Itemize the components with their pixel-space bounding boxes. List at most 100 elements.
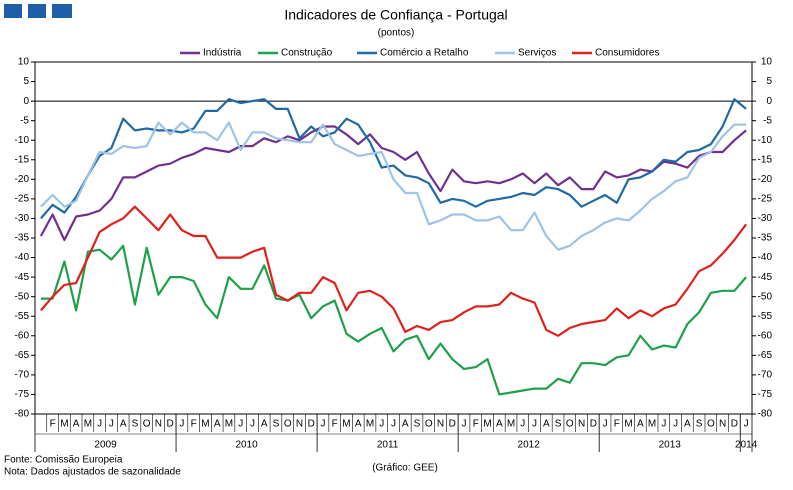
x-tick-label: A [637,419,644,430]
x-tick-label: O [566,419,574,430]
x-tick-label: F [50,419,56,430]
year-label: 2010 [235,440,258,451]
x-tick-label: M [225,419,233,430]
x-tick-label: J [520,419,525,430]
y-tick-label: -80 [15,409,30,420]
y2-tick-label: -30 [758,213,773,224]
x-tick-label: D [167,419,174,430]
x-tick-label: M [507,419,515,430]
x-tick-label: N [719,419,726,430]
x-tick-label: J [97,419,102,430]
x-tick-label: O [143,419,151,430]
y2-tick-label: -45 [758,272,773,283]
x-tick-label: J [238,419,243,430]
year-label: 2009 [94,440,117,451]
y2-tick-label: -15 [758,154,773,165]
y2-tick-label: -50 [758,291,773,302]
x-tick-label: J [462,419,467,430]
y2-tick-label: 10 [761,57,773,68]
y2-tick-label: -70 [758,370,773,381]
x-tick-label: J [391,419,396,430]
x-tick-label: D [308,419,315,430]
y-tick-label: -30 [15,213,30,224]
x-tick-label: O [707,419,715,430]
chart-title: Indicadores de Confiança - Portugal [284,7,507,23]
y-tick-label: -65 [15,350,30,361]
credit: (Gráfico: GEE) [372,463,438,474]
legend-label: Indústria [203,48,242,59]
x-tick-label: M [60,419,68,430]
y-tick-label: -50 [15,291,30,302]
x-tick-label: S [414,419,421,430]
x-tick-label: N [155,419,162,430]
x-tick-label: S [696,419,703,430]
y2-tick-label: -75 [758,389,773,400]
y2-tick-label: -80 [758,409,773,420]
y-tick-label: -15 [15,154,30,165]
x-tick-label: J [250,419,255,430]
y-tick-label: -5 [20,115,29,126]
chart-subtitle: (pontos) [378,28,415,39]
y-tick-label: -70 [15,370,30,381]
x-tick-label: M [624,419,632,430]
logo-square [4,4,22,18]
x-tick-label: J [673,419,678,430]
y-tick-label: -35 [15,233,30,244]
x-tick-label: D [449,419,456,430]
series-line [40,98,747,220]
x-tick-label: A [684,419,691,430]
y-tick-label: 5 [23,76,29,87]
x-tick-label: A [73,419,80,430]
note: Nota: Dados ajustados de sazonalidade [4,467,181,478]
year-label: 2012 [518,440,541,451]
x-tick-label: A [261,419,268,430]
x-tick-label: J [109,419,114,430]
x-tick-label: A [543,419,550,430]
y2-tick-label: -65 [758,350,773,361]
y2-tick-label: -10 [758,135,773,146]
legend-label: Construção [281,48,333,59]
y2-tick-label: -35 [758,233,773,244]
y-tick-label: -25 [15,194,30,205]
x-tick-label: F [473,419,479,430]
y2-tick-label: -5 [763,115,772,126]
x-tick-label: N [437,419,444,430]
x-tick-label: F [614,419,620,430]
y-tick-label: -75 [15,389,30,400]
legend-label: Consumidores [595,48,659,59]
x-tick-label: F [332,419,338,430]
x-tick-label: J [320,419,325,430]
x-tick-label: A [120,419,127,430]
year-label: 2011 [377,440,399,451]
y2-tick-label: -60 [758,330,773,341]
x-tick-label: O [284,419,292,430]
year-label: 2014 [735,440,758,451]
x-tick-label: M [342,419,350,430]
x-tick-label: M [648,419,656,430]
y-tick-label: -40 [15,252,30,263]
x-tick-label: J [532,419,537,430]
x-tick-label: D [590,419,597,430]
x-tick-label: M [201,419,209,430]
series-line [40,244,747,396]
y2-tick-label: 0 [766,96,772,107]
series-line [40,121,747,251]
y2-tick-label: -20 [758,174,773,185]
x-tick-label: M [84,419,92,430]
x-tick-label: S [555,419,562,430]
x-tick-label: M [366,419,374,430]
x-tick-label: J [379,419,384,430]
x-tick-label: A [214,419,221,430]
y-tick-label: -55 [15,311,30,322]
y-tick-label: 10 [18,57,30,68]
x-tick-label: J [744,419,749,430]
y-tick-label: 0 [23,96,29,107]
x-tick-label: F [191,419,197,430]
x-tick-label: A [355,419,362,430]
y2-tick-label: -40 [758,252,773,263]
x-tick-label: A [496,419,503,430]
x-tick-label: A [402,419,409,430]
x-tick-label: O [425,419,433,430]
